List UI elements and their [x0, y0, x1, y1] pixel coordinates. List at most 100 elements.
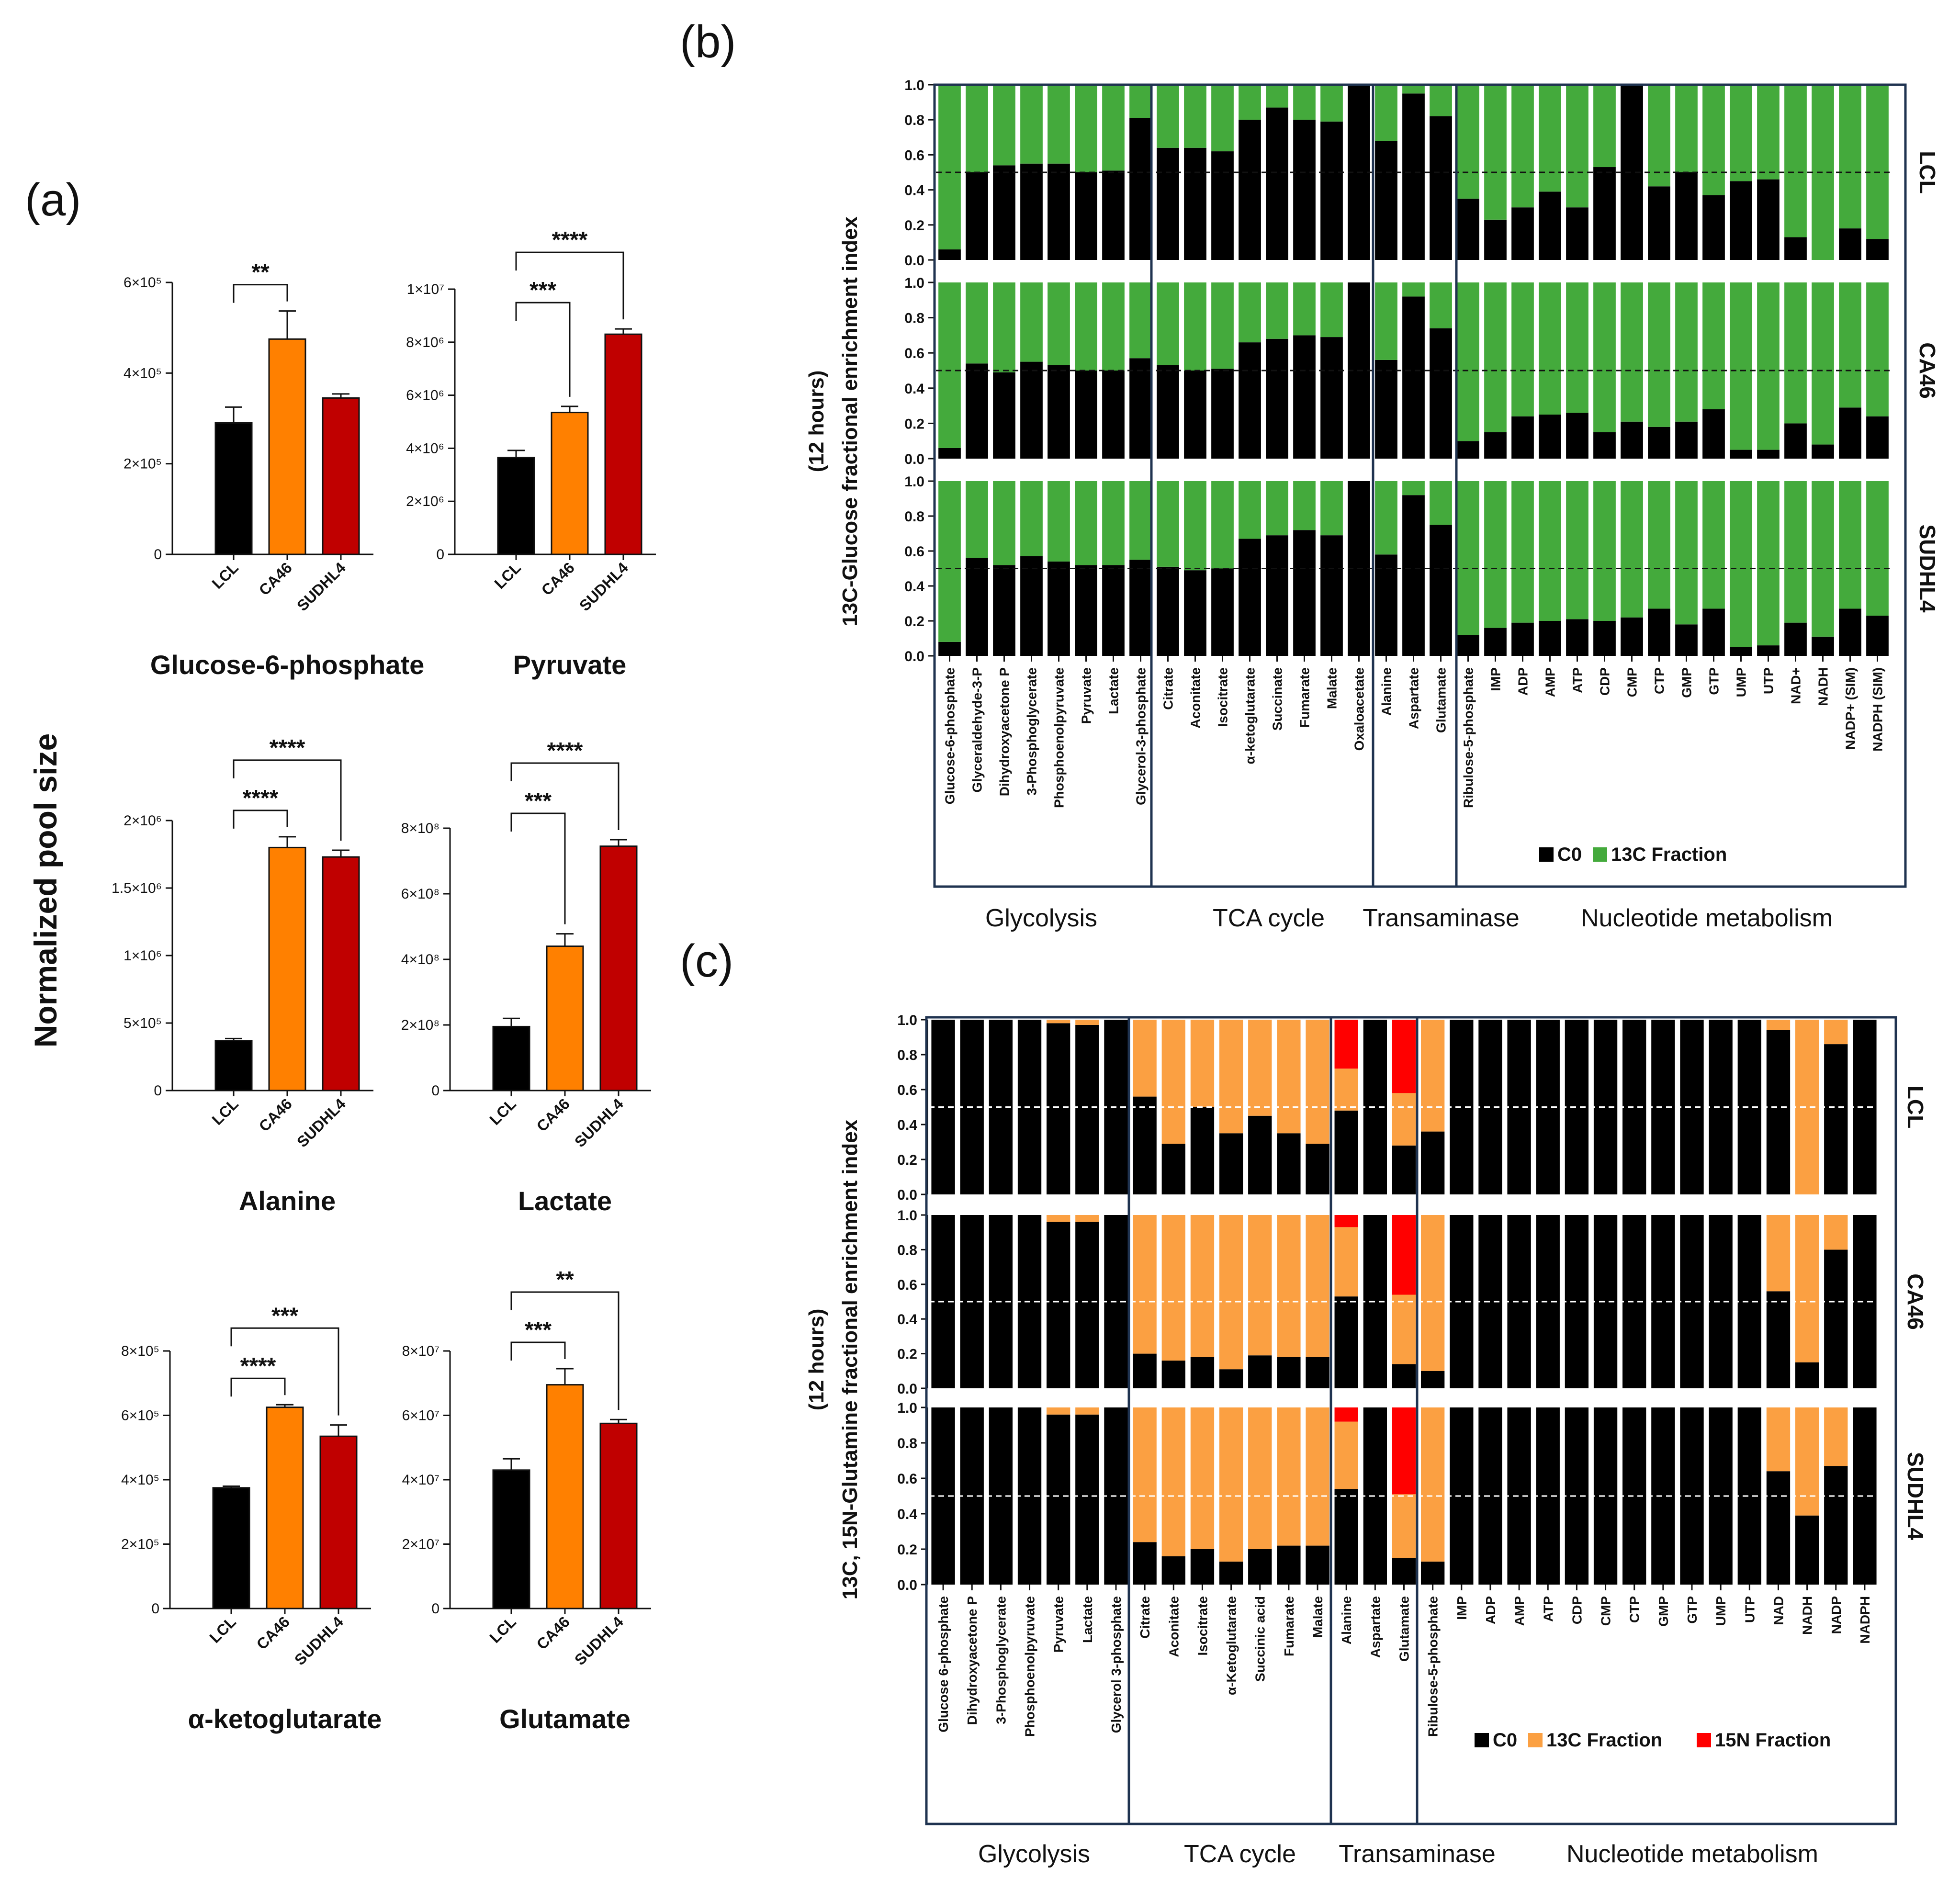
y-tick-label: 2×10⁶ — [124, 813, 162, 829]
y-tick-label: 0.2 — [897, 1152, 917, 1168]
legend-label-15n-fraction: 15N Fraction — [1715, 1730, 1831, 1751]
metabolite-label-ump: UMP — [1713, 1596, 1728, 1626]
cell-label-lcl: LCL — [1915, 151, 1940, 193]
bar-c0-amp — [1539, 191, 1561, 260]
bar-c0-3-phosphoglycerate — [1020, 163, 1043, 260]
bar-sudhl4 — [319, 1435, 358, 1609]
bar-c0-ump — [1730, 647, 1752, 656]
bar-13c-glyceraldehyde-3-p — [966, 481, 988, 558]
metabolite-label-cmp: CMP — [1599, 1596, 1613, 1626]
bar-13c-gmp — [1675, 481, 1698, 625]
bar-c0-alanine — [1375, 554, 1397, 656]
bar-13c-utp — [1757, 282, 1780, 450]
bar-c0-fumarate — [1277, 1133, 1301, 1194]
x-tick-label-lcl: LCL — [206, 1613, 239, 1646]
bar-c0-3-phosphoglycerate — [1020, 556, 1043, 656]
bar-c0-ribulose-5-phosphate — [1420, 1131, 1445, 1194]
bar-13c-dihydroxyacetone-p — [993, 282, 1015, 372]
bar-13c-phosphoenolpyruvate — [1048, 282, 1070, 365]
y-tick-label: 0 — [154, 547, 162, 563]
bar-13c-atp — [1566, 282, 1588, 413]
bar-c0-fumarate — [1293, 335, 1316, 459]
bar-13c-glycerol-3-phosphate — [1129, 481, 1152, 560]
bar-c0-ribulose-5-phosphate — [1457, 635, 1479, 656]
y-tick-label: 0.4 — [897, 1117, 917, 1133]
bar-13c-cmp — [1621, 282, 1643, 422]
bar-ca46 — [268, 846, 306, 1091]
significance-label: **** — [552, 227, 588, 253]
bar-13c-pyruvate — [1075, 85, 1097, 172]
bar-c0-gmp — [1675, 624, 1698, 656]
bar-c0-aspartate — [1402, 495, 1425, 656]
panel-label-c: (c) — [680, 935, 733, 987]
x-tick-label-ca46: CA46 — [533, 1095, 573, 1135]
x-tick-label-sudhl4: SUDHL4 — [293, 1095, 349, 1150]
bar-13c-isocitrate — [1211, 85, 1234, 152]
y-tick-label: 0.6 — [897, 1277, 917, 1293]
y-tick-label: 2×10⁷ — [402, 1537, 439, 1553]
metabolite-label-glyceraldehyde-3-p: Glyceraldehyde-3-P — [970, 667, 985, 792]
bar-c0-nadp-sim — [1839, 608, 1861, 656]
bar-c0-glutamate — [1430, 525, 1452, 656]
y-tick-label: 8×10⁷ — [402, 1343, 439, 1359]
bar-13c-alanine — [1334, 1227, 1358, 1297]
bar-sudhl4 — [322, 397, 360, 555]
bar-c0-cdp — [1593, 167, 1616, 260]
y-tick-label: 0.8 — [897, 1436, 917, 1451]
bar-13c-utp — [1757, 481, 1780, 646]
bar-c0-glycerol-3-phosphate — [1129, 560, 1152, 656]
cell-label-ca46: CA46 — [1915, 342, 1940, 399]
legend-label-13c-fraction: 13C Fraction — [1546, 1730, 1662, 1751]
bar-c0-glycerol-3-phosphate — [1129, 358, 1152, 459]
bar-13c-pyruvate — [1047, 1407, 1070, 1415]
bar-c0-citrate — [1157, 566, 1179, 656]
bar-c0-gtp — [1702, 409, 1725, 459]
bar-c0-ribulose-5-phosphate — [1420, 1561, 1445, 1585]
bar-sudhl4 — [599, 845, 638, 1091]
bar-15n-glutamate — [1392, 1020, 1416, 1093]
significance-label: ** — [251, 260, 270, 285]
bar-c0-ketoglutarate — [1219, 1561, 1243, 1585]
bar-13c-ketoglutarate — [1219, 1215, 1243, 1370]
bar-13c-glucose-6-phosphate — [938, 85, 961, 250]
bar-13c-fumarate — [1277, 1215, 1301, 1357]
bar-13c-alanine — [1375, 481, 1397, 555]
bar-13c-fumarate — [1277, 1407, 1301, 1546]
y-tick-label: 4×10⁵ — [124, 365, 162, 381]
bar-13c-lactate — [1102, 85, 1125, 171]
metabolite-label-glutamate: Glutamate — [1397, 1596, 1412, 1662]
bar-13c-phosphoenolpyruvate — [1048, 85, 1070, 164]
bar-c0-glyceraldehyde-3-p — [966, 363, 988, 459]
bar-13c-cdp — [1593, 481, 1616, 621]
bar-ca46 — [266, 1406, 304, 1609]
y-tick-label: 0.8 — [897, 1242, 917, 1258]
y-tick-label: 4×10⁵ — [121, 1472, 159, 1488]
bar-c0-dihydroxyacetone-p — [993, 565, 1015, 656]
bar-15n-glutamate — [1392, 1215, 1416, 1295]
significance-bracket — [510, 812, 566, 924]
bar-c0-malate — [1320, 121, 1343, 260]
bar-13c-ump — [1730, 282, 1752, 450]
bar-c0-alanine — [1334, 1489, 1358, 1585]
bar-c0-nadph — [1853, 1020, 1877, 1194]
x-tick-label-sudhl4: SUDHL4 — [571, 1613, 627, 1668]
legend-swatch-13c-fraction — [1528, 1733, 1543, 1747]
bar-13c-nadph-sim — [1866, 85, 1889, 239]
bar-sudhl4 — [599, 1422, 638, 1609]
bar-13c-aconitate — [1161, 1215, 1185, 1361]
bar-c0-alanine — [1375, 360, 1397, 459]
metabolite-label-nad: NAD — [1771, 1596, 1786, 1625]
bar-c0-isocitrate — [1211, 369, 1234, 459]
bar-c0-fumarate — [1277, 1545, 1301, 1585]
bar-13c-gmp — [1675, 85, 1698, 172]
y-tick-label: 0 — [151, 1601, 159, 1617]
metabolite-label-adp: ADP — [1483, 1596, 1498, 1624]
bar-c0-dihydroxyacetone-p — [993, 372, 1015, 459]
bar-c0-isocitrate — [1190, 1107, 1215, 1194]
y-tick-label: 0 — [154, 1083, 162, 1099]
significance-bracket — [515, 251, 624, 320]
y-tick-label: 0.2 — [904, 614, 924, 630]
y-tick-label: 8×10⁸ — [401, 821, 439, 836]
bar-c0-lactate — [1102, 170, 1125, 260]
